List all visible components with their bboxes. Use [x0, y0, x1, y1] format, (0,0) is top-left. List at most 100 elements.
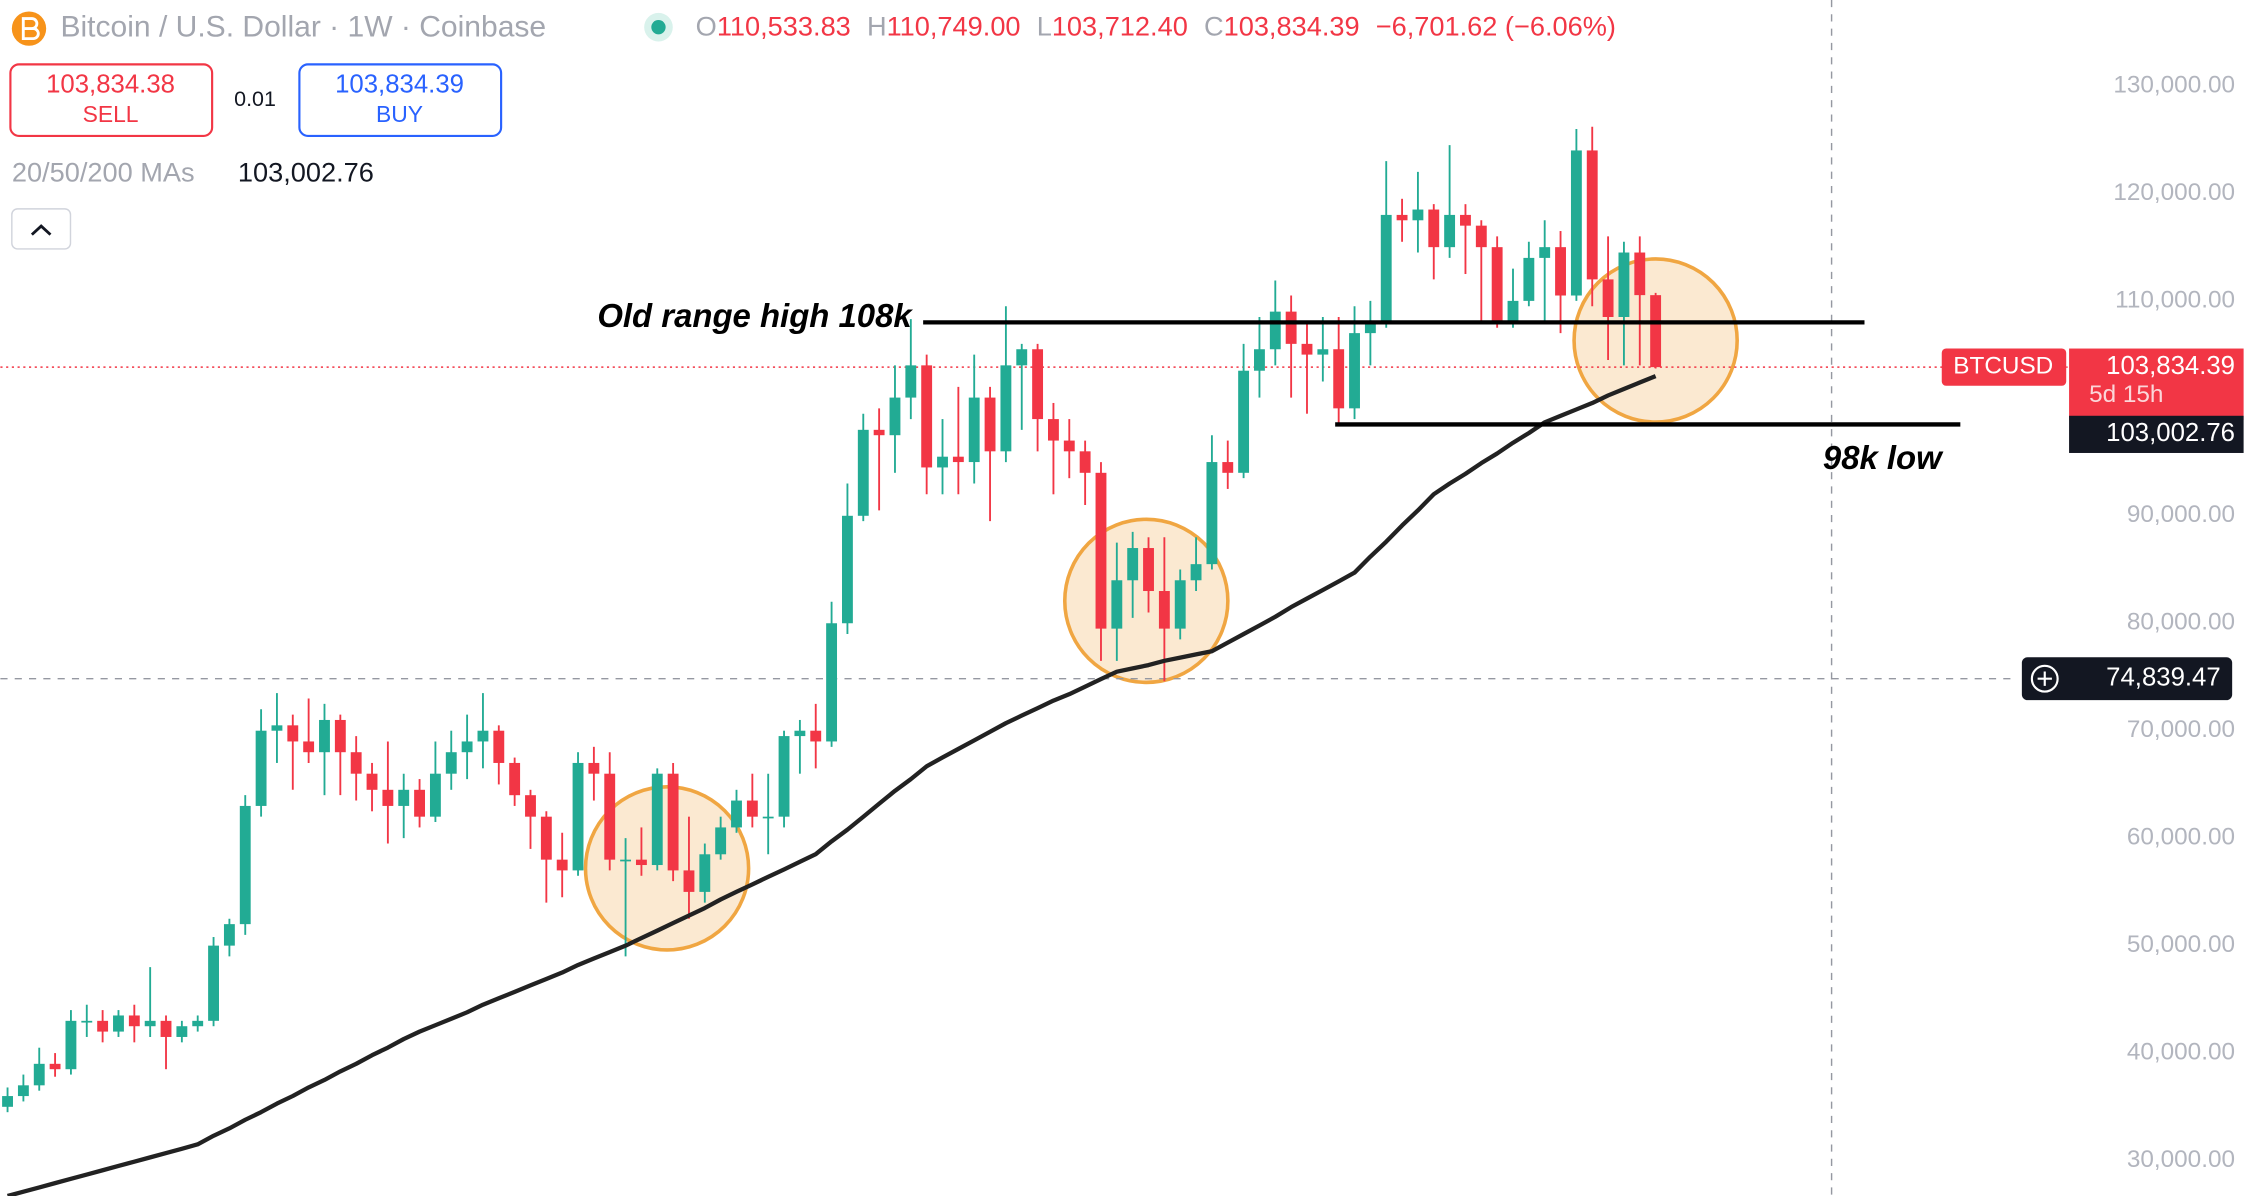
o-label: O: [696, 11, 717, 42]
candle-body: [287, 725, 299, 742]
y-tick-label: 110,000.00: [2115, 286, 2235, 313]
candle-body: [17, 1085, 29, 1097]
candle-body: [857, 429, 869, 516]
y-tick-label: 120,000.00: [2113, 179, 2235, 206]
overlay: Old range high 108k 98k low BTCUSD 103,834.…: [6, 297, 2244, 1199]
candle-body: [1317, 349, 1329, 355]
quantity[interactable]: 0.01: [234, 87, 276, 111]
candle-body: [1396, 214, 1408, 221]
candle-body: [731, 800, 742, 828]
candle-body: [715, 827, 727, 855]
candle-body: [588, 762, 600, 774]
crosshair-plus-icon: [2030, 664, 2059, 693]
candle-body: [65, 1020, 77, 1070]
close-value: 103,834.39: [1224, 11, 1360, 42]
collapse-button[interactable]: [11, 208, 72, 250]
candle-body: [1380, 214, 1392, 323]
price-tag-label: 103,834.39: [2106, 352, 2235, 380]
candle-body: [604, 773, 616, 860]
sell-box[interactable]: [9, 63, 214, 137]
candle-body: [350, 752, 362, 774]
candle-body: [398, 789, 410, 806]
candle-body: [952, 456, 964, 463]
sell-label[interactable]: SELL: [83, 101, 139, 127]
candle-body: [525, 795, 536, 817]
h-label: H: [867, 11, 887, 42]
candle-body: [1412, 209, 1424, 221]
candle-body: [208, 945, 219, 1021]
buy-box[interactable]: [298, 63, 503, 137]
candle-body: [1460, 214, 1471, 226]
candle-body: [683, 870, 695, 892]
candle-body: [477, 730, 489, 742]
sell-price[interactable]: 103,834.38: [46, 71, 175, 99]
sell-button[interactable]: 103,834.38 SELL: [9, 63, 214, 137]
moving-average: [6, 374, 1657, 1199]
candle-body: [1586, 150, 1598, 280]
change-value: −6,701.62 (−6.06%): [1376, 11, 1616, 42]
crosshair-plus-icon: [2037, 671, 2052, 686]
indicator-name: 20/50/200 MAs: [12, 157, 195, 188]
candle-body: [841, 515, 853, 624]
candle-body: [1079, 451, 1091, 473]
candle-body: [1111, 580, 1123, 629]
candle-body: [572, 762, 584, 871]
candle-body: [1032, 349, 1044, 420]
crosshair-tag-label: 74,839.47: [2106, 664, 2221, 692]
status-dot: [651, 20, 666, 35]
candle-body: [1349, 333, 1360, 409]
candle-body: [128, 1015, 140, 1027]
collapse-box[interactable]: [11, 208, 72, 250]
candle-body: [97, 1020, 109, 1032]
candle-body: [1491, 247, 1503, 323]
candle-body: [651, 773, 663, 866]
candle-body: [620, 859, 632, 862]
candle-body: [905, 365, 917, 398]
candle-body: [762, 816, 774, 819]
candle-body: [1254, 349, 1265, 371]
candle-body: [1222, 462, 1234, 473]
candle-body: [1364, 322, 1376, 334]
buy-price[interactable]: 103,834.39: [335, 71, 464, 99]
candle-body: [192, 1020, 204, 1027]
candle-body: [1475, 225, 1487, 248]
candle-body: [1143, 548, 1154, 592]
candle-body: [414, 789, 426, 817]
candle-body: [429, 773, 441, 817]
buy-label[interactable]: BUY: [376, 101, 423, 127]
candle-body: [239, 805, 251, 925]
candle-body: [271, 725, 283, 731]
level-label: 98k low: [1823, 439, 1944, 476]
candle-body: [794, 730, 806, 737]
candle-body: [113, 1015, 124, 1032]
candle-body: [1523, 257, 1535, 301]
open-value: 110,533.83: [717, 11, 851, 42]
candle-body: [1269, 311, 1281, 350]
candle-body: [1650, 295, 1662, 368]
candle-body: [1238, 370, 1250, 473]
y-tick-label: 50,000.00: [2127, 931, 2235, 958]
candle-body: [1206, 462, 1218, 565]
candle-body: [540, 816, 552, 860]
candle-body: [493, 730, 505, 763]
candle-body: [1428, 209, 1440, 248]
candle-body: [635, 859, 647, 866]
buy-button[interactable]: 103,834.39 BUY: [298, 63, 503, 137]
candle-body: [826, 623, 838, 742]
ma-tag: [2069, 415, 2244, 453]
candle-body: [1333, 349, 1345, 409]
candle-body: [509, 762, 521, 796]
candle-body: [160, 1020, 172, 1037]
symbol-tag: [1941, 348, 2067, 386]
bitcoin-icon-glyph: [21, 17, 40, 41]
candle-body: [778, 736, 790, 817]
candle-body: [1095, 472, 1107, 629]
symbol-title: Bitcoin / U.S. Dollar · 1W · Coinbase: [60, 11, 546, 44]
collapse-caret[interactable]: [30, 224, 52, 236]
countdown-label: 5d 15h: [2089, 381, 2163, 408]
candle-body: [445, 752, 457, 774]
y-tick-label: 90,000.00: [2127, 501, 2235, 528]
symbol-tag-label: BTCUSD: [1953, 353, 2053, 380]
